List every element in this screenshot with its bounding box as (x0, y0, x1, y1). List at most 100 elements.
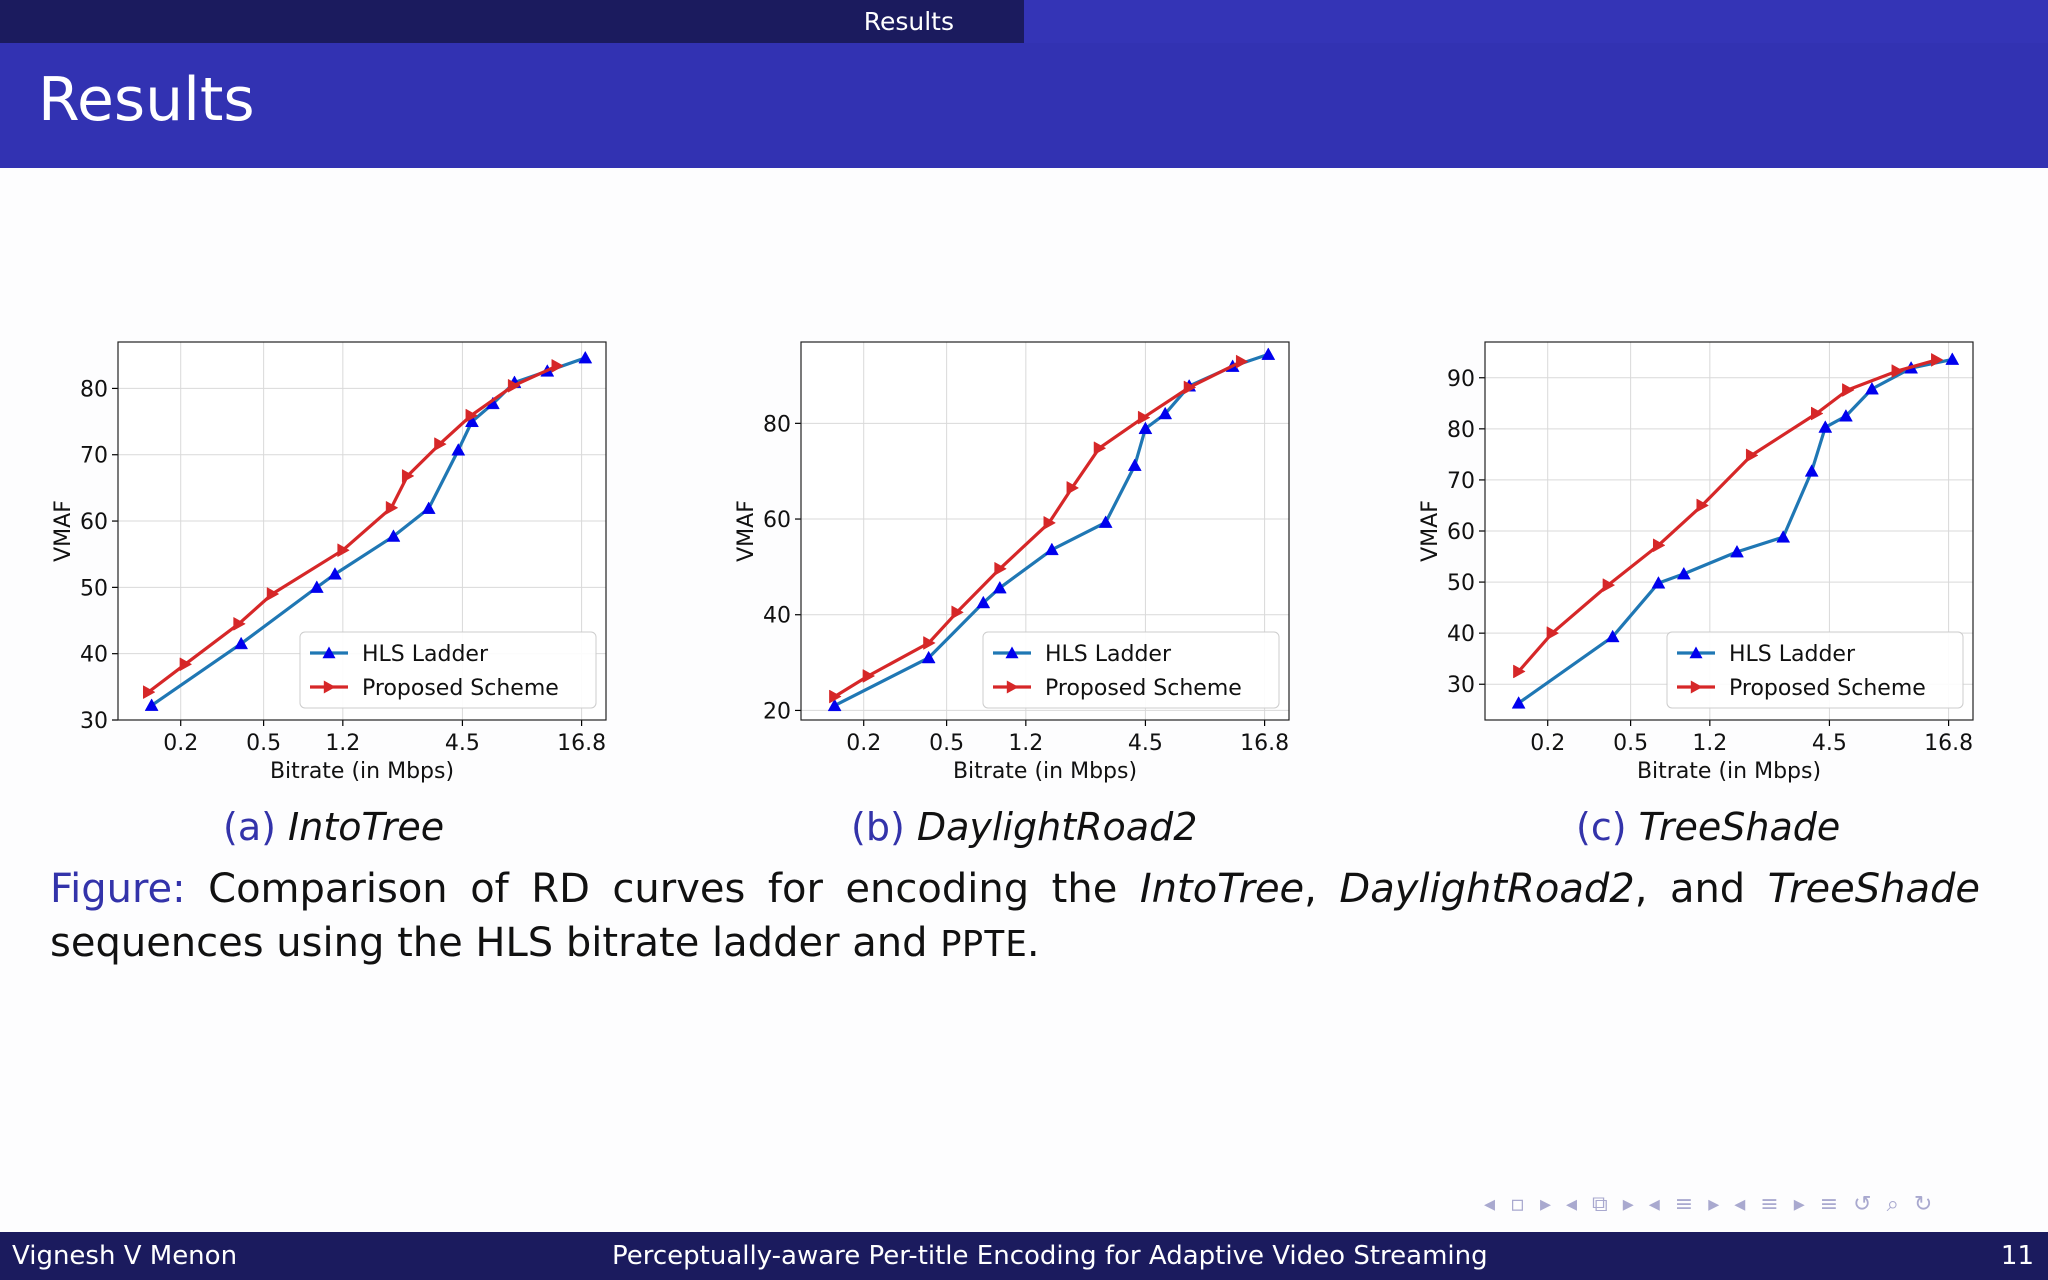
data-point-hls-ladder (921, 650, 936, 664)
data-point-hls-ladder (234, 636, 249, 650)
y-tick-label: 90 (1447, 367, 1475, 392)
y-axis-label: VMAF (734, 500, 759, 562)
data-point-hls-ladder (465, 414, 479, 428)
header-bar: Results (0, 0, 2048, 43)
beamer-navigation-icons[interactable]: ◂ ▫ ▸ ◂ ⧉ ▸ ◂ ≡ ▸ ◂ ≡ ▸ ≡ ↺ ⌕ ↻ (1484, 1192, 1937, 1217)
y-tick-label: 30 (80, 709, 108, 734)
legend-marker-hls-ladder (1005, 646, 1019, 659)
data-point-hls-ladder (1098, 515, 1113, 528)
header-right-band (1024, 0, 2048, 43)
x-tick-label: 0.5 (1613, 731, 1648, 756)
x-tick-label: 4.5 (445, 731, 480, 756)
x-axis-label: Bitrate (in Mbps) (270, 759, 454, 784)
data-point-hls-ladder (1776, 530, 1791, 543)
data-point-hls-ladder (1730, 544, 1744, 558)
data-point-proposed-scheme (951, 605, 964, 620)
data-point-proposed-scheme (1602, 578, 1616, 593)
y-tick-label: 80 (763, 412, 791, 437)
data-point-hls-ladder (1511, 696, 1526, 709)
data-point-proposed-scheme (1043, 515, 1056, 530)
data-point-proposed-scheme (1093, 441, 1107, 456)
subfigure-caption-b: (b) DaylightRoad2 (851, 805, 1197, 849)
subfigure-label: (c) (1576, 805, 1627, 849)
chart-panel-a: 0.2 0.5 1.2 4.5 16.8 30 40 50 60 70 80 Bitrate (in … (40, 330, 680, 800)
footer-page-number: 11 (2000, 1241, 2034, 1271)
data-point-proposed-scheme (1183, 380, 1197, 395)
x-tick-label: 4.5 (1128, 731, 1163, 756)
data-point-hls-ladder (1651, 576, 1666, 589)
data-point-proposed-scheme (1652, 538, 1666, 553)
y-tick-label: 40 (80, 643, 108, 668)
subfigure-caption-c: (c) TreeShade (1576, 805, 1840, 849)
data-point-proposed-scheme (1842, 383, 1855, 397)
chart-b: 0.2 0.5 1.2 4.5 16.8 20 40 60 80 Bitrate (in Mbps… (734, 341, 1290, 784)
data-point-proposed-scheme (1546, 626, 1560, 641)
data-point-hls-ladder (328, 567, 342, 580)
chart-panel-c: 0.2 0.5 1.2 4.5 16.8 30 40 50 60 70 80 90 Bitrate (i… (1407, 330, 2047, 800)
subfigure-name: TreeShade (1638, 805, 1841, 849)
y-axis-label: VMAF (51, 500, 76, 562)
x-tick-label: 1.2 (1692, 731, 1727, 756)
subfigure-name: DaylightRoad2 (916, 805, 1198, 849)
data-point-proposed-scheme (551, 358, 565, 373)
data-point-hls-ladder (1138, 421, 1153, 435)
data-point-proposed-scheme (385, 500, 399, 515)
series-line-hls-ladder (1517, 357, 1953, 705)
legend-label: HLS Ladder (362, 642, 489, 667)
x-tick-label: 0.5 (929, 731, 964, 756)
data-point-hls-ladder (451, 443, 466, 456)
data-point-hls-ladder (827, 698, 842, 712)
x-tick-label: 0.2 (846, 731, 881, 756)
plot-frame (1484, 341, 1974, 721)
series-line-hls-ladder (150, 356, 586, 707)
y-tick-label: 50 (1447, 571, 1475, 596)
section-label[interactable]: Results (863, 7, 954, 36)
data-point-proposed-scheme (1513, 664, 1526, 679)
data-point-hls-ladder (1605, 629, 1620, 643)
data-point-hls-ladder (1804, 464, 1819, 477)
caption-text: , and (1634, 866, 1746, 912)
caption-text: sequences using the HLS bitrate ladder a… (50, 920, 928, 966)
plot-frame (800, 341, 1290, 721)
legend-label: Proposed Scheme (1045, 676, 1242, 701)
caption-text: Comparison of RD curves for encoding the (208, 866, 1118, 912)
caption-sequence: DaylightRoad2 (1339, 866, 1635, 912)
footer-bar: Vignesh V Menon Perceptually-aware Per-t… (0, 1232, 2048, 1280)
x-tick-label: 16.8 (1240, 731, 1289, 756)
data-point-proposed-scheme (337, 543, 350, 558)
data-point-hls-ladder (992, 580, 1007, 594)
caption-text: . (1026, 920, 1040, 966)
data-point-hls-ladder (386, 529, 401, 542)
header-left-band (0, 0, 1024, 43)
data-point-hls-ladder (1865, 381, 1879, 395)
x-tick-label: 1.2 (1008, 731, 1043, 756)
data-point-proposed-scheme (1696, 498, 1709, 513)
subfigure-name: IntoTree (288, 805, 445, 849)
data-point-hls-ladder (309, 580, 324, 593)
data-point-proposed-scheme (266, 587, 280, 601)
data-point-proposed-scheme (434, 437, 447, 452)
figure-caption: Figure: Comparison of RD curves for enco… (50, 862, 1980, 972)
y-tick-label: 60 (1447, 520, 1475, 545)
data-point-proposed-scheme (1745, 448, 1759, 463)
data-point-hls-ladder (1127, 458, 1142, 471)
subfigure-caption-a: (a) IntoTree (223, 805, 444, 849)
data-point-hls-ladder (1261, 347, 1276, 360)
series-line-proposed-scheme (1517, 358, 1937, 673)
data-point-hls-ladder (144, 698, 159, 711)
y-tick-label: 70 (1447, 469, 1475, 494)
y-tick-label: 80 (80, 377, 108, 402)
data-point-proposed-scheme (1891, 364, 1905, 379)
figure-caption-prefix: Figure: (50, 866, 186, 912)
caption-text: , (1304, 866, 1317, 912)
legend-marker-proposed-scheme (1690, 680, 1703, 694)
legend-label: HLS Ladder (1045, 642, 1172, 667)
data-point-proposed-scheme (1235, 354, 1249, 369)
x-axis-label: Bitrate (in Mbps) (1637, 759, 1821, 784)
chart-a: 0.2 0.5 1.2 4.5 16.8 30 40 50 60 70 80 Bitrate (in … (51, 341, 607, 784)
y-tick-label: 60 (80, 510, 108, 535)
legend-marker-proposed-scheme (323, 680, 336, 694)
subfigure-label: (a) (223, 805, 276, 849)
y-tick-label: 30 (1447, 673, 1475, 698)
legend-marker-proposed-scheme (1006, 680, 1019, 694)
